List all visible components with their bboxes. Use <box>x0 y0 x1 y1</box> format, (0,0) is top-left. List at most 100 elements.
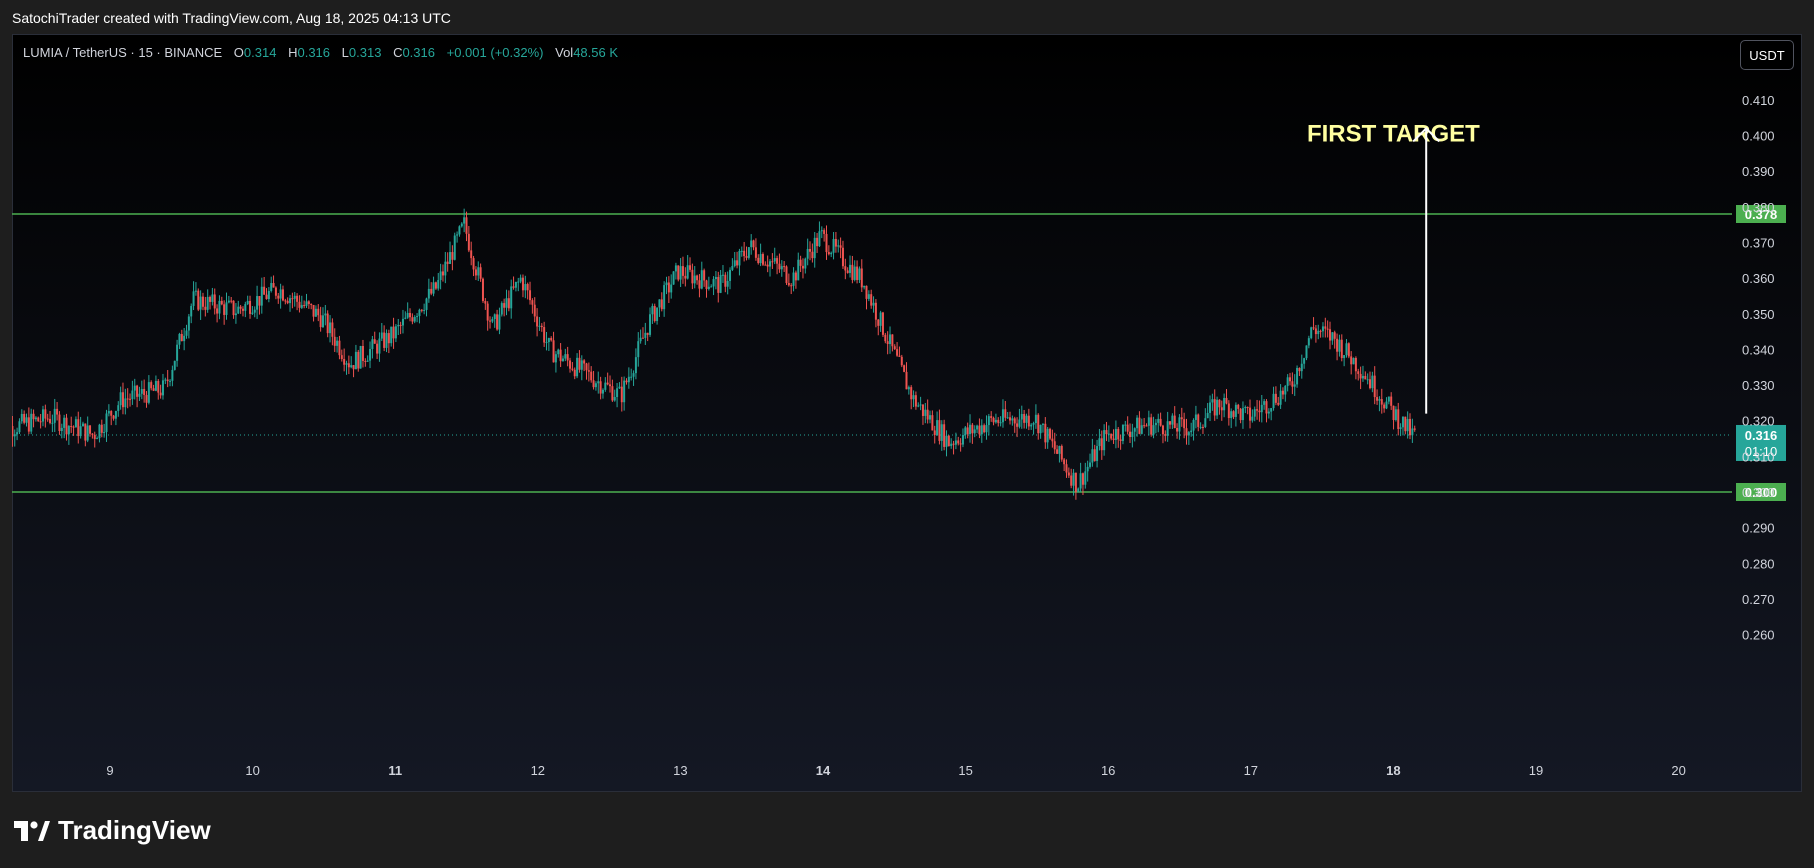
candle-body <box>65 417 68 435</box>
target-arrow-head[interactable] <box>1412 127 1440 143</box>
candle-body <box>969 424 972 435</box>
candle-body <box>585 363 588 371</box>
candle-body <box>1063 459 1066 465</box>
candle-body <box>1037 414 1040 434</box>
candle-body <box>1314 328 1317 335</box>
candle-body <box>592 380 595 388</box>
candle-body <box>289 298 292 304</box>
candle-body <box>1192 419 1195 431</box>
candle-body <box>914 395 917 407</box>
candle-body <box>832 238 835 253</box>
candle-body <box>401 318 404 326</box>
candle-body <box>929 415 932 420</box>
candle-body <box>973 429 976 434</box>
candle-body <box>849 264 852 273</box>
candle-body <box>1366 379 1369 381</box>
candle-body <box>987 416 990 426</box>
candle-body <box>917 405 920 407</box>
candle-body <box>465 217 468 234</box>
candle-body <box>143 389 146 395</box>
candle-body <box>1058 445 1061 454</box>
candle-body <box>691 269 694 284</box>
candle-body <box>1070 475 1073 486</box>
candle-body <box>91 433 94 435</box>
candle-body <box>1039 424 1042 434</box>
candle-body <box>724 274 727 287</box>
candle-body <box>1213 399 1216 416</box>
candle-body <box>176 344 179 361</box>
candle-body <box>51 422 54 424</box>
candle-body <box>816 237 819 247</box>
candle-body <box>387 333 390 344</box>
candle-body <box>976 425 979 430</box>
candle-body <box>446 261 449 264</box>
candle-body <box>860 268 863 288</box>
candle-body <box>891 334 894 347</box>
candle-body <box>1077 488 1080 492</box>
candle-body <box>517 281 520 283</box>
candle-body <box>545 342 548 344</box>
candle-body <box>729 269 732 281</box>
low-label: L <box>341 45 349 60</box>
candle-body <box>698 280 701 289</box>
candle-body <box>303 305 306 307</box>
candle-body <box>340 355 343 360</box>
candle-body <box>580 360 583 370</box>
candle-body <box>1218 399 1221 408</box>
candle-body <box>373 339 376 344</box>
candle-body <box>201 296 204 307</box>
candle-body <box>945 435 948 447</box>
candle-body <box>119 392 122 406</box>
currency-button[interactable]: USDT <box>1740 40 1794 70</box>
symbol-name[interactable]: LUMIA / TetherUS · 15 · BINANCE <box>23 45 223 60</box>
time-tick-label: 15 <box>958 763 972 778</box>
candle-body <box>623 380 626 403</box>
candle-body <box>418 309 421 317</box>
candle-body <box>1394 409 1397 421</box>
price-tick-label: 0.270 <box>1742 592 1775 607</box>
candle-body <box>884 334 887 342</box>
candle-body <box>1138 417 1141 434</box>
candle-body <box>183 335 186 342</box>
candle-body <box>1164 434 1167 436</box>
candle-body <box>985 425 988 433</box>
price-tick-label: 0.290 <box>1742 521 1775 536</box>
candle-body <box>239 306 242 309</box>
candle-body <box>159 392 162 396</box>
candle-body <box>856 266 859 280</box>
candle-body <box>192 291 195 306</box>
candle-body <box>1317 330 1320 335</box>
candle-body <box>253 309 256 313</box>
candle-body <box>665 282 668 286</box>
tradingview-logo[interactable]: TradingView <box>14 815 211 846</box>
candle-body <box>677 265 680 280</box>
candle-body <box>1178 417 1181 432</box>
time-tick-label: 20 <box>1671 763 1685 778</box>
candle-body <box>256 296 259 310</box>
candle-body <box>846 270 849 273</box>
candle-body <box>510 286 513 309</box>
candle-body <box>1281 390 1284 395</box>
price-tick-label: 0.400 <box>1742 129 1775 144</box>
candle-body <box>267 291 270 300</box>
candle-body <box>900 356 903 366</box>
candle-body <box>609 384 612 387</box>
candle-body <box>1350 356 1353 365</box>
candle-body <box>213 294 216 309</box>
candle-body <box>1018 419 1021 427</box>
candle-body <box>1237 404 1240 409</box>
candle-body <box>778 263 781 270</box>
candle-body <box>416 316 419 318</box>
candle-body <box>1119 439 1122 441</box>
candle-body <box>41 409 44 422</box>
candle-body <box>839 245 842 248</box>
candle-body <box>1284 385 1287 395</box>
candle-body <box>338 340 341 356</box>
candle-body <box>378 338 381 354</box>
high-value: 0.316 <box>297 45 331 60</box>
candle-body <box>1027 415 1030 427</box>
candle-body <box>552 340 555 363</box>
candle-body <box>1154 422 1157 426</box>
candle-body <box>844 266 847 271</box>
